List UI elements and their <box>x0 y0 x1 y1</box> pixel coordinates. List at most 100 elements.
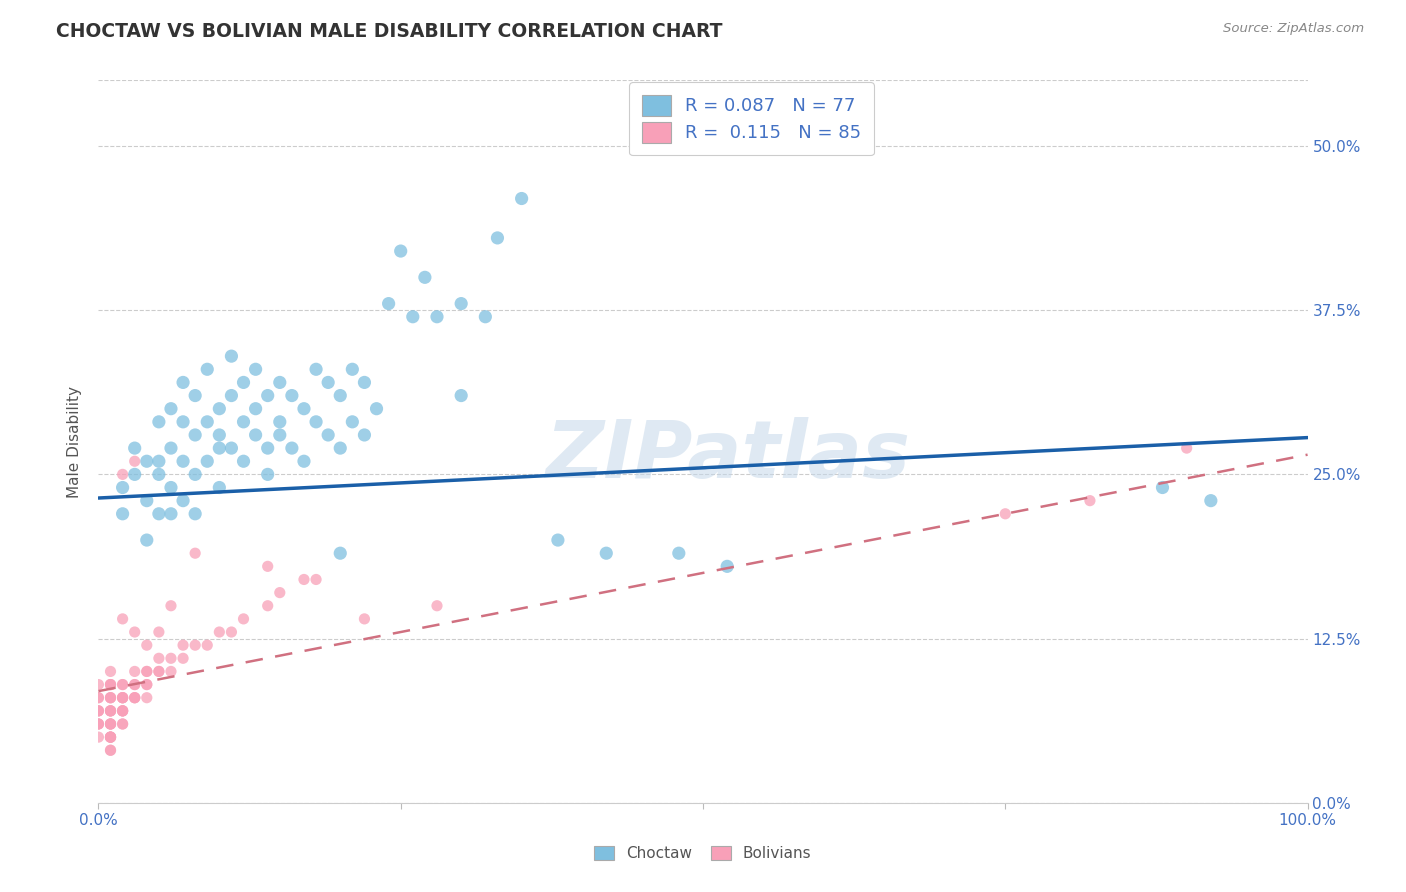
Point <box>87 704 110 718</box>
Point <box>994 507 1017 521</box>
Point <box>160 481 183 495</box>
Point <box>87 690 110 705</box>
Point <box>353 428 375 442</box>
Point <box>135 677 157 691</box>
Point <box>172 651 194 665</box>
Point <box>474 310 496 324</box>
Text: CHOCTAW VS BOLIVIAN MALE DISABILITY CORRELATION CHART: CHOCTAW VS BOLIVIAN MALE DISABILITY CORR… <box>56 22 723 41</box>
Point <box>100 690 122 705</box>
Point <box>208 481 231 495</box>
Point <box>195 638 218 652</box>
Point <box>100 677 122 691</box>
Point <box>124 677 146 691</box>
Point <box>172 376 194 390</box>
Point <box>100 665 122 679</box>
Point <box>111 690 134 705</box>
Point <box>135 493 157 508</box>
Point <box>148 665 170 679</box>
Point <box>281 441 304 455</box>
Point <box>292 454 315 468</box>
Point <box>208 441 231 455</box>
Point <box>100 717 122 731</box>
Point <box>111 704 134 718</box>
Point <box>269 428 291 442</box>
Point <box>184 546 207 560</box>
Point <box>195 454 218 468</box>
Point <box>316 428 339 442</box>
Point <box>256 388 278 402</box>
Point <box>221 388 243 402</box>
Point <box>100 690 122 705</box>
Point <box>111 704 134 718</box>
Point <box>329 441 352 455</box>
Point <box>100 743 122 757</box>
Point <box>124 690 146 705</box>
Point <box>316 376 339 390</box>
Point <box>413 270 436 285</box>
Point <box>100 690 122 705</box>
Point <box>111 704 134 718</box>
Point <box>342 415 364 429</box>
Point <box>269 585 291 599</box>
Point <box>221 349 243 363</box>
Point <box>124 690 146 705</box>
Point <box>124 441 146 455</box>
Text: Source: ZipAtlas.com: Source: ZipAtlas.com <box>1223 22 1364 36</box>
Point <box>111 704 134 718</box>
Point <box>124 454 146 468</box>
Point <box>208 401 231 416</box>
Point <box>329 388 352 402</box>
Point <box>111 717 134 731</box>
Point <box>450 388 472 402</box>
Point <box>135 454 157 468</box>
Point <box>426 599 449 613</box>
Point <box>402 310 425 324</box>
Point <box>184 507 207 521</box>
Point <box>100 730 122 744</box>
Point <box>160 599 183 613</box>
Point <box>547 533 569 547</box>
Point <box>87 717 110 731</box>
Point <box>135 638 157 652</box>
Point <box>124 690 146 705</box>
Point <box>342 362 364 376</box>
Point <box>292 573 315 587</box>
Point <box>160 507 183 521</box>
Point <box>87 690 110 705</box>
Point <box>111 467 134 482</box>
Point <box>160 651 183 665</box>
Point <box>232 612 254 626</box>
Legend: Choctaw, Bolivians: Choctaw, Bolivians <box>588 839 818 867</box>
Point <box>1152 481 1174 495</box>
Point <box>111 717 134 731</box>
Point <box>160 665 183 679</box>
Point <box>148 454 170 468</box>
Point <box>148 665 170 679</box>
Point <box>100 717 122 731</box>
Point <box>377 296 399 310</box>
Point <box>100 730 122 744</box>
Point <box>221 625 243 640</box>
Point <box>595 546 617 560</box>
Point <box>135 677 157 691</box>
Y-axis label: Male Disability: Male Disability <box>67 385 83 498</box>
Point <box>305 573 328 587</box>
Point <box>269 376 291 390</box>
Point <box>245 362 267 376</box>
Point <box>195 362 218 376</box>
Point <box>366 401 388 416</box>
Point <box>208 428 231 442</box>
Point <box>87 704 110 718</box>
Point <box>510 192 533 206</box>
Point <box>184 467 207 482</box>
Point <box>221 441 243 455</box>
Point <box>716 559 738 574</box>
Point <box>87 717 110 731</box>
Point <box>184 428 207 442</box>
Point <box>305 362 328 376</box>
Point <box>256 599 278 613</box>
Point <box>668 546 690 560</box>
Point <box>232 454 254 468</box>
Point <box>1078 493 1101 508</box>
Point <box>426 310 449 324</box>
